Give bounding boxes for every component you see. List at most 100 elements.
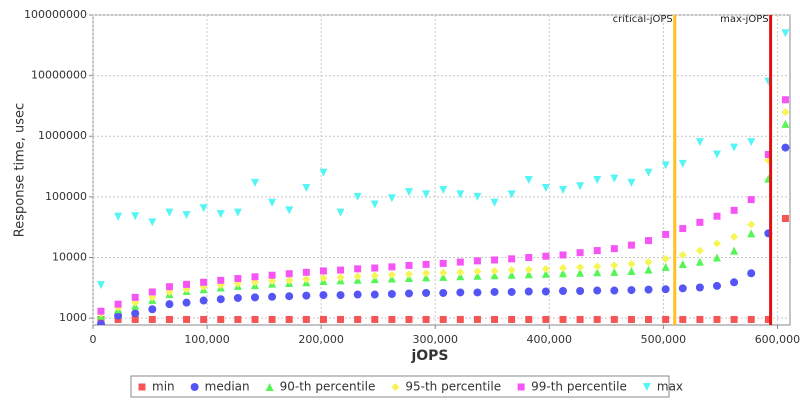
point [353,290,362,299]
point [695,246,704,255]
point [131,212,140,221]
point [353,192,362,201]
point [644,168,653,177]
point [439,288,448,297]
y-axis-label: Response time, usec [13,103,28,237]
point [507,190,516,199]
point [302,315,310,323]
point [661,285,670,294]
point [490,287,499,296]
point [593,247,601,255]
legend-marker [642,383,651,391]
point [200,315,208,323]
point [199,204,208,213]
x-tick-label: 200,000 [298,333,344,346]
point [524,270,533,279]
point [542,252,550,260]
point [131,315,139,323]
point [234,315,242,323]
point [336,273,345,282]
point [473,267,482,276]
point [473,288,482,297]
point [268,292,277,301]
point [456,190,465,199]
point [730,232,739,241]
point [217,276,225,284]
point [319,168,328,177]
point [473,192,482,201]
point [114,311,123,320]
point [712,281,721,290]
point [233,293,242,302]
point [388,263,396,271]
point [165,300,174,309]
point [354,315,362,323]
point [182,211,191,220]
legend-item: 90-th percentile [265,380,376,394]
legend-label: min [152,380,175,394]
point [370,271,379,280]
point [422,190,431,199]
point [661,161,670,170]
point [354,265,362,273]
point [387,270,396,279]
point [422,260,430,268]
point [781,143,790,152]
point [337,315,345,323]
point [404,270,413,279]
point [439,315,447,323]
point [302,268,310,276]
point [507,266,516,275]
point [165,283,173,291]
point [216,210,225,219]
point [251,315,259,323]
point [268,276,277,285]
point [456,258,464,266]
point [593,262,602,271]
point [644,265,653,274]
point [319,273,328,282]
point [439,185,448,194]
point [645,315,653,323]
legend-item: min [138,380,175,394]
point [490,266,499,275]
legend-label: median [205,380,250,394]
point [610,286,619,295]
threshold-label: critical-jOPS [613,14,673,25]
point [695,283,704,292]
point [593,315,601,323]
point [371,264,379,272]
point [558,264,567,273]
point [525,253,533,261]
y-tick-label: 10000 [52,250,87,263]
point [285,315,293,323]
point [508,255,516,263]
y-tick-label: 10000000 [31,69,87,82]
point [524,265,533,274]
point [370,290,379,299]
point [285,276,294,285]
legend-label: max [657,380,683,394]
point [576,287,585,296]
point [439,268,448,277]
point [541,264,550,273]
point [405,315,413,323]
legend-label: 90-th percentile [280,380,376,394]
point [610,267,619,276]
point [678,284,687,293]
point [661,254,670,263]
x-tick-label: 0 [90,333,97,346]
point [404,188,413,197]
y-tick-label: 1000000 [38,129,87,142]
point [781,29,790,38]
point [576,315,584,323]
legend-marker [190,383,199,391]
point [456,288,465,297]
point [593,268,602,277]
point [165,315,173,323]
point [388,315,396,323]
point [576,263,585,272]
point [336,291,345,300]
point [422,273,431,282]
